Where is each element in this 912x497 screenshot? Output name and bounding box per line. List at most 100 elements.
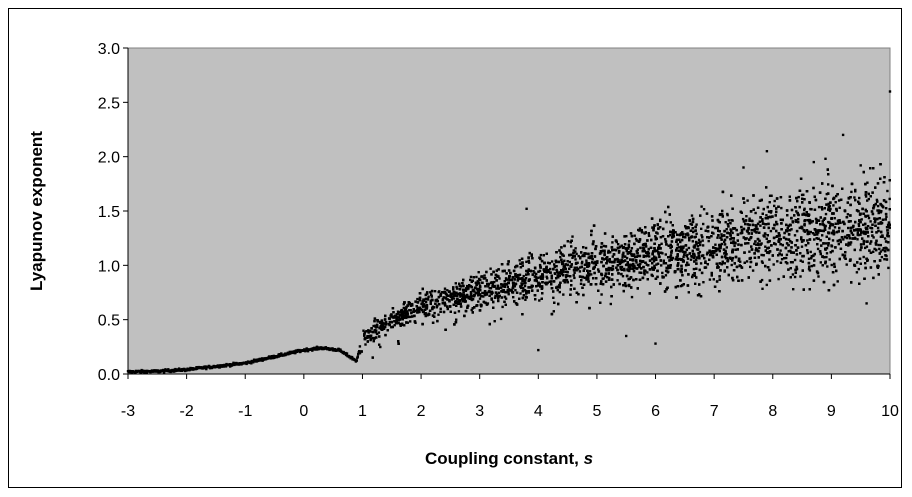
data-point [550, 280, 553, 283]
data-point [592, 240, 595, 243]
data-point [729, 228, 732, 231]
data-point [826, 265, 829, 268]
data-point [636, 263, 640, 267]
data-point [803, 207, 806, 210]
data-point [583, 267, 586, 270]
data-point [616, 279, 619, 282]
data-point [616, 268, 619, 272]
data-point [375, 323, 379, 327]
data-point [711, 252, 715, 255]
data-point [617, 251, 621, 254]
data-point [670, 245, 673, 248]
data-point [791, 221, 795, 224]
data-point [224, 365, 228, 368]
data-point [666, 271, 669, 274]
data-point [371, 337, 375, 340]
data-point [672, 229, 675, 232]
data-point [527, 268, 530, 271]
data-point [799, 259, 802, 262]
data-point [862, 170, 865, 174]
data-point [697, 238, 701, 242]
data-point [768, 258, 771, 261]
data-point [625, 256, 629, 260]
data-point [531, 257, 534, 260]
data-point [497, 291, 501, 294]
data-point [669, 243, 672, 246]
data-point [611, 255, 614, 258]
data-point [885, 207, 888, 210]
data-point [556, 285, 559, 288]
data-point [414, 321, 417, 324]
data-point [803, 219, 806, 223]
data-point [777, 254, 780, 257]
data-point [819, 239, 822, 242]
data-point [690, 255, 693, 258]
data-point [824, 261, 827, 265]
data-point [710, 235, 713, 238]
data-point [549, 267, 552, 271]
data-point [519, 286, 523, 290]
data-point [479, 278, 482, 282]
data-point [384, 314, 387, 318]
data-point [505, 277, 508, 280]
data-point [488, 294, 491, 297]
data-point [801, 197, 804, 200]
data-point [669, 221, 672, 224]
data-point [387, 323, 390, 326]
data-point [860, 218, 863, 221]
data-point [884, 212, 888, 216]
data-point [713, 285, 717, 288]
data-point [684, 236, 687, 239]
data-point [715, 253, 718, 256]
data-point [783, 231, 786, 235]
data-point [879, 243, 882, 247]
data-point [390, 313, 393, 316]
data-point [806, 219, 809, 222]
data-point [417, 308, 421, 312]
data-point [676, 268, 680, 271]
data-point [862, 230, 865, 233]
data-point [772, 263, 775, 266]
data-point [691, 273, 695, 277]
data-point [689, 258, 693, 261]
data-point [480, 275, 483, 278]
data-point [574, 247, 577, 250]
data-point [332, 349, 336, 352]
data-point [698, 268, 701, 272]
data-point [518, 277, 521, 281]
data-point [638, 254, 642, 258]
data-point [794, 271, 797, 274]
data-point [695, 256, 699, 259]
data-point [833, 226, 837, 229]
data-point [636, 248, 639, 251]
data-point [682, 258, 685, 262]
data-point [749, 260, 752, 264]
data-point [647, 234, 651, 237]
data-point [787, 268, 790, 271]
data-point [452, 303, 455, 306]
data-point [270, 355, 274, 358]
data-point [558, 290, 561, 294]
data-point [662, 276, 665, 279]
data-point [639, 246, 642, 250]
data-point [757, 256, 760, 259]
data-point [568, 267, 571, 270]
data-point [887, 266, 890, 270]
data-point [695, 276, 698, 279]
data-point [684, 269, 687, 272]
data-point [222, 365, 225, 368]
data-point [881, 248, 884, 252]
data-point [855, 271, 859, 274]
data-point [807, 257, 811, 260]
data-point [700, 227, 703, 230]
data-point [679, 245, 683, 249]
data-point [842, 238, 845, 241]
data-point [816, 243, 819, 246]
data-point [866, 225, 870, 228]
data-point [608, 260, 612, 264]
data-point [566, 240, 570, 243]
data-point [801, 201, 804, 204]
data-point [507, 293, 510, 296]
data-point [612, 283, 615, 286]
data-point [646, 254, 649, 258]
